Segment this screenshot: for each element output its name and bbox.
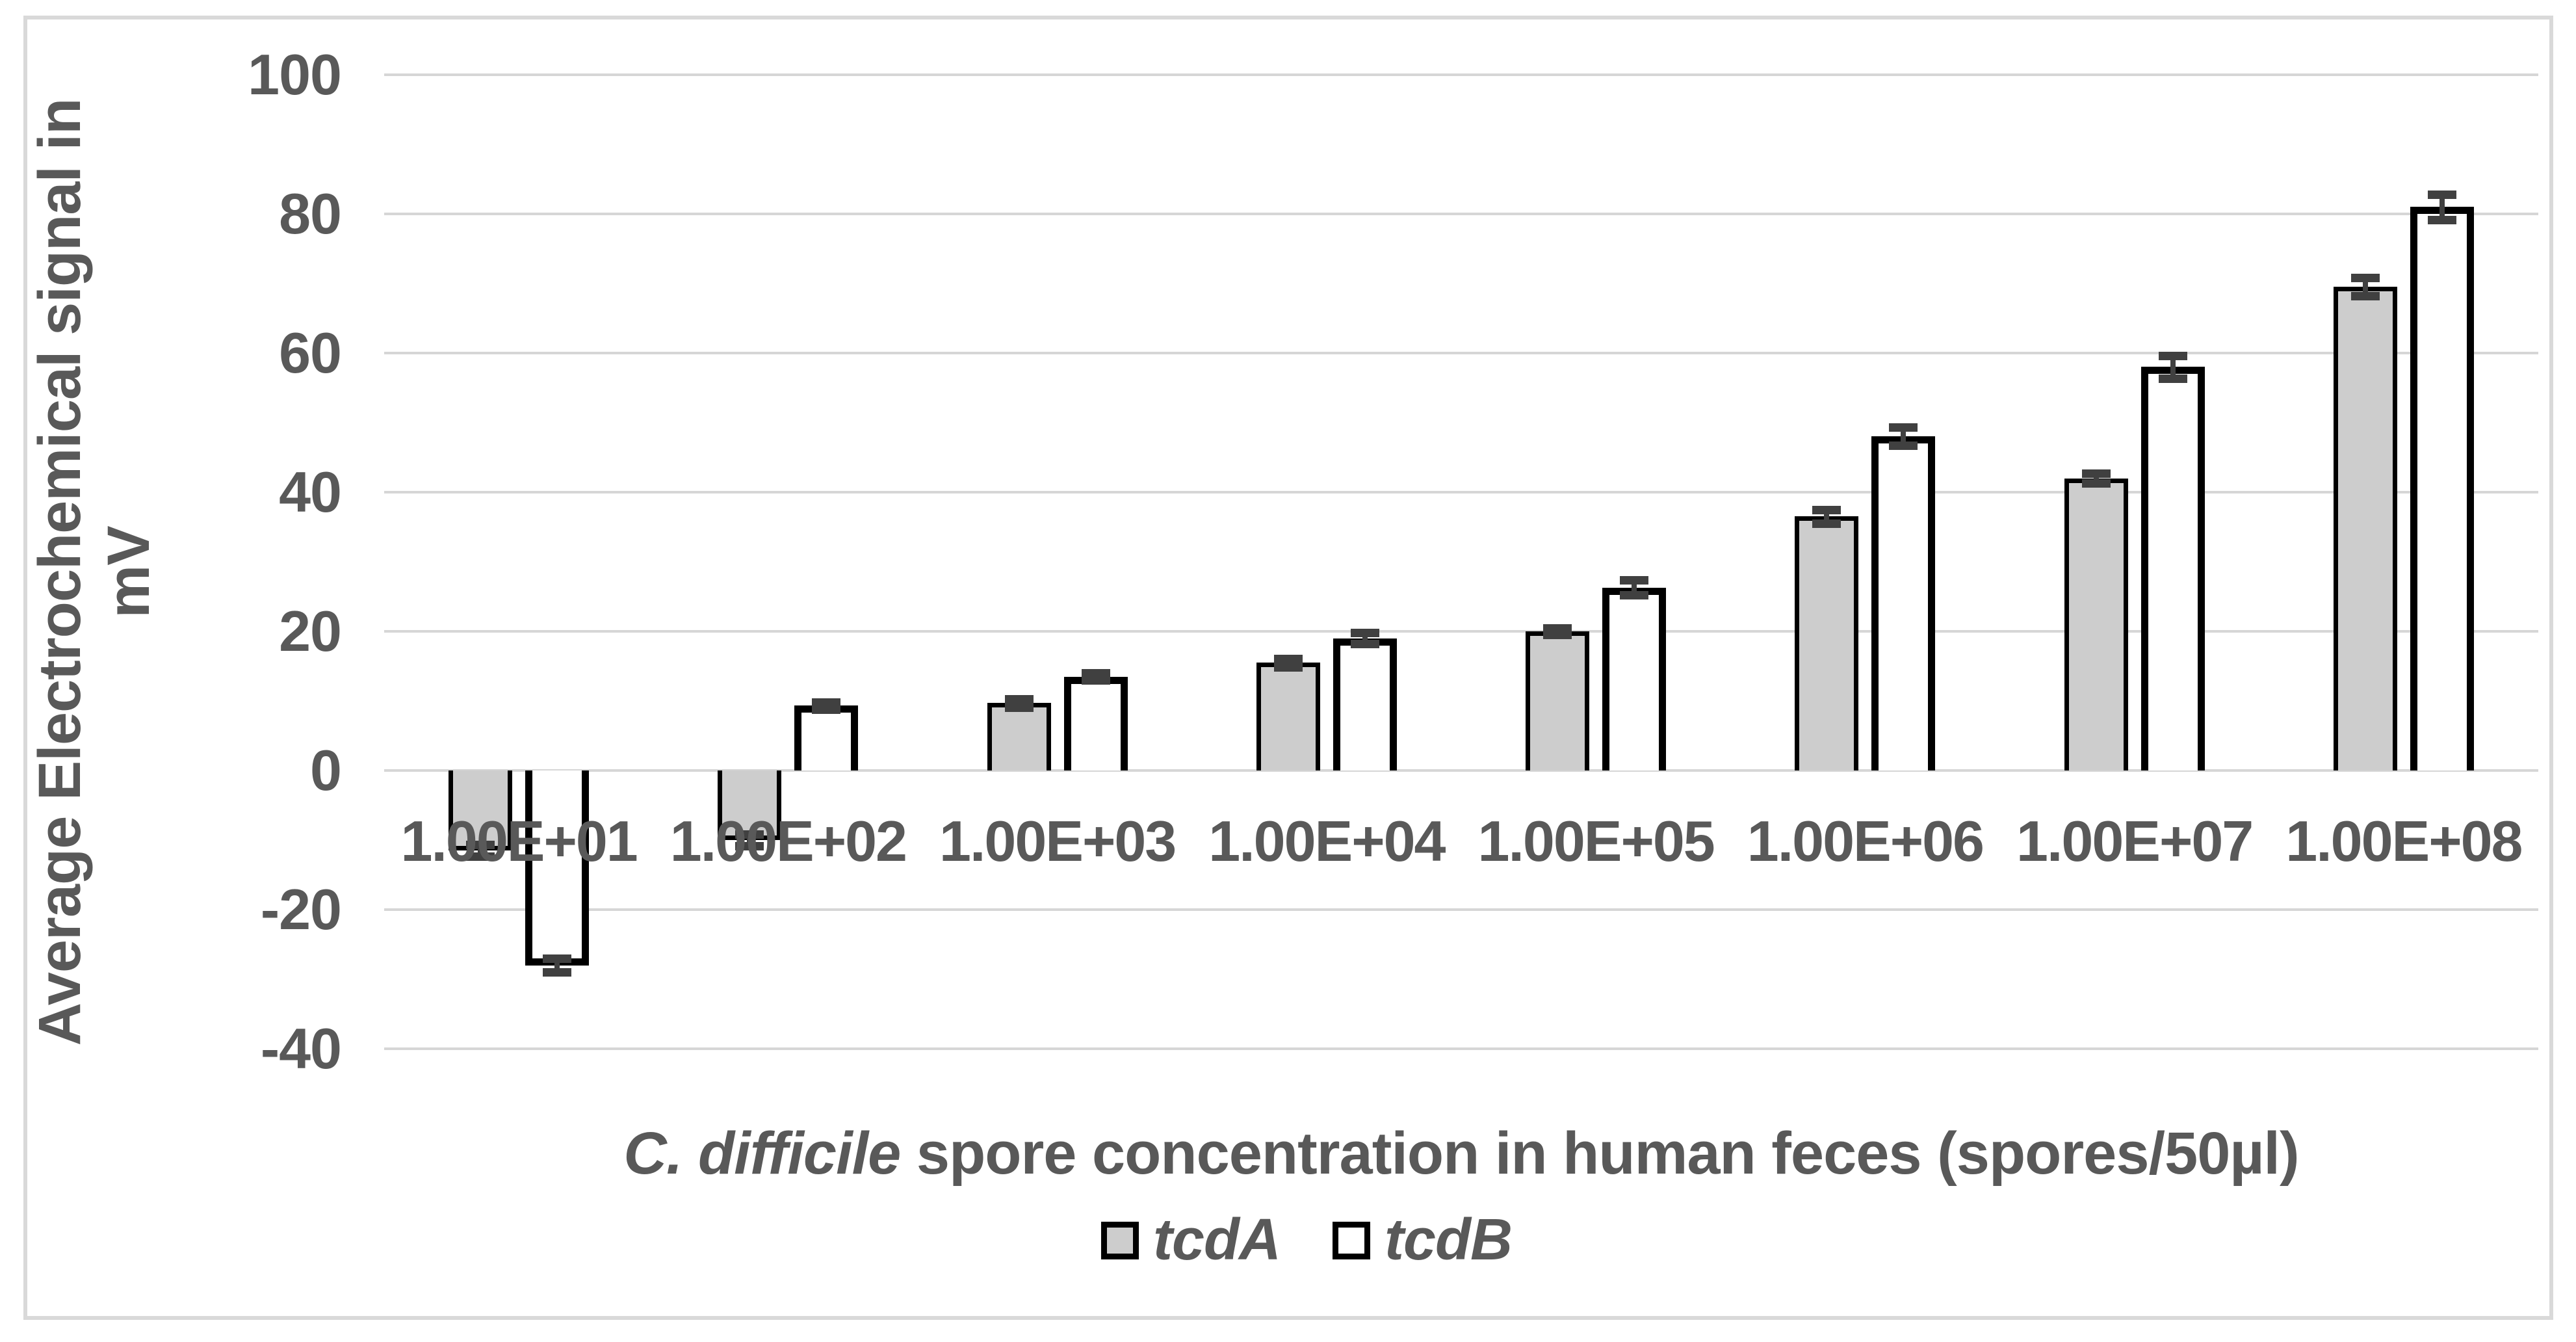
y-tick-label--40: -40 [260,1016,342,1081]
bar-tcdA-1.00E+04 [1256,663,1320,770]
bar-tcdB-1.00E+01 [525,770,590,966]
error-bar-tcdB-1.00E+06 [1901,427,1906,446]
error-bar-cap [1812,520,1841,529]
error-bar-tcdB-1.00E+04 [1362,633,1368,644]
gridline--20 [384,908,2538,911]
error-bar-tcdA-1.00E+07 [2093,473,2099,484]
legend-item-tcdB: tcdB [1333,1207,1513,1274]
error-bar-cap [1350,640,1379,649]
error-bar-cap [2081,469,2111,479]
y-tick-label-80: 80 [279,181,342,246]
error-bar-cap [2427,215,2456,224]
error-bar-cap [2158,352,2187,361]
error-bar-cap [1273,663,1303,672]
error-bar-cap [1812,505,1841,514]
x-category-label-1.00E+04: 1.00E+04 [1208,809,1446,873]
bar-tcdB-1.00E+08 [2410,207,2474,770]
bar-tcdA-1.00E+06 [1795,516,1859,770]
x-axis-title-species: C. difficile [623,1120,901,1187]
error-bar-tcdB-1.00E+05 [1632,579,1637,596]
x-category-label-1.00E+01: 1.00E+01 [400,809,638,873]
error-bar-cap [543,968,572,977]
error-bar-cap [812,705,841,714]
error-bar-cap [2350,292,2380,301]
y-tick-label-0: 0 [310,738,342,802]
error-bar-tcdA-1.00E+02 [747,834,753,846]
error-bar-cap [2427,191,2456,200]
x-category-label-1.00E+02: 1.00E+02 [670,809,907,873]
bar-tcdB-1.00E+04 [1333,638,1397,770]
y-axis-title-line1: Average Electrochemical signal in [27,98,93,1046]
gridline-100 [384,73,2538,76]
error-bar-cap [2158,374,2187,383]
y-tick-label-20: 20 [279,599,342,663]
bar-tcdB-1.00E+05 [1602,587,1667,770]
error-bar-cap [543,954,572,963]
bar-tcdB-1.00E+07 [2140,367,2205,770]
legend-label-tcdB: tcdB [1385,1207,1513,1272]
y-tick-label-40: 40 [279,460,342,524]
error-bar-tcdA-1.00E+06 [1824,509,1830,524]
legend: tcdA tcdB [917,1207,1697,1274]
error-bar-cap [2081,479,2111,488]
x-category-label-1.00E+05: 1.00E+05 [1477,809,1715,873]
x-axis-title: C. difficile spore concentration in huma… [486,1120,2436,1188]
error-bar-cap [1081,669,1110,678]
tcdA-swatch-icon [1101,1221,1139,1259]
bar-tcdA-1.00E+07 [2064,478,2128,770]
bar-tcdA-1.00E+01 [449,770,513,851]
error-bar-tcdB-1.00E+07 [2170,356,2176,378]
tcdB-swatch-icon [1333,1221,1370,1259]
error-bar-cap [1620,591,1649,600]
error-bar-cap [1889,423,1918,432]
error-bar-cap [466,852,495,861]
error-bar-tcdA-1.00E+08 [2362,278,2368,296]
error-bar-cap [1543,624,1572,633]
gridline-0 [384,769,2538,772]
legend-item-tcdA: tcdA [1101,1207,1281,1274]
gridline-60 [384,352,2538,354]
error-bar-cap [1081,676,1110,685]
y-tick-label-60: 60 [279,321,342,385]
y-tick-label-100: 100 [248,42,342,107]
error-bar-cap [1004,703,1034,712]
error-bar-cap [735,841,764,850]
bar-tcdB-1.00E+06 [1871,436,1936,770]
bar-tcdB-1.00E+03 [1063,676,1128,770]
y-tick-label--20: -20 [260,877,342,941]
error-bar-cap [1273,654,1303,663]
error-bar-cap [1620,575,1649,585]
error-bar-cap [735,830,764,839]
error-bar-cap [1350,629,1379,638]
error-bar-cap [1004,694,1034,704]
error-bar-cap [812,698,841,707]
error-bar-cap [466,841,495,850]
x-category-label-1.00E+06: 1.00E+06 [1747,809,1984,873]
x-category-label-1.00E+03: 1.00E+03 [939,809,1177,873]
gridline-40 [384,491,2538,493]
bar-tcdA-1.00E+05 [1526,631,1590,770]
y-axis-title: Average Electrochemical signal in mV [26,0,195,1157]
y-axis-title-line2: mV [95,526,162,618]
error-bar-cap [2350,274,2380,283]
error-bar-cap [1543,631,1572,640]
x-category-label-1.00E+08: 1.00E+08 [2285,809,2523,873]
error-bar-tcdB-1.00E+01 [554,958,560,973]
error-bar-tcdA-1.00E+01 [478,845,484,856]
x-axis-title-rest: spore concentration in human feces (spor… [900,1120,2300,1187]
error-bar-cap [1889,441,1918,451]
x-category-label-1.00E+07: 1.00E+07 [2016,809,2254,873]
gridline-80 [384,213,2538,215]
error-bar-tcdB-1.00E+08 [2439,194,2445,220]
bar-tcdA-1.00E+03 [987,703,1051,770]
gridline--40 [384,1047,2538,1050]
gridline-20 [384,630,2538,633]
legend-label-tcdA: tcdA [1153,1207,1281,1272]
bar-tcdB-1.00E+02 [794,705,859,770]
bar-tcdA-1.00E+08 [2333,287,2397,770]
